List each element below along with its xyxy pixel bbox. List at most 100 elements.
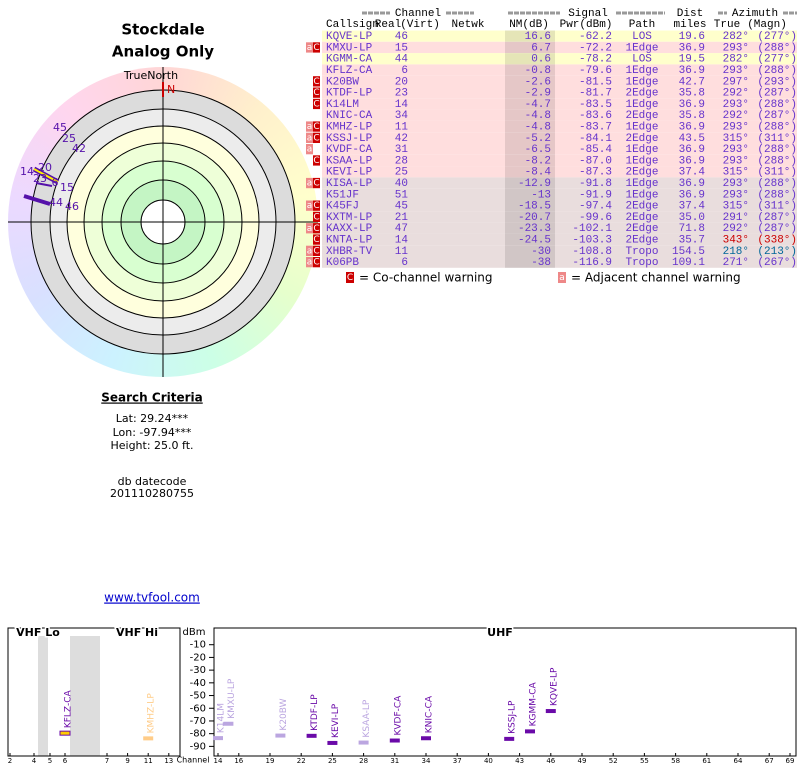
- cell-pwr: -108.8: [572, 246, 612, 258]
- warning-letter: C: [313, 179, 319, 189]
- adjacent-icon: [306, 132, 313, 143]
- cell-true: 293°: [723, 121, 749, 133]
- cell-dist: 154.5: [672, 246, 705, 258]
- cell-callsign: KMXU-LP: [326, 42, 373, 54]
- cell-real: 44: [395, 54, 409, 66]
- cell-true: 282°: [723, 54, 749, 66]
- cell-nm: -2.9: [525, 88, 551, 100]
- cell-nm: -4.8: [525, 121, 551, 133]
- cell-real: 46: [395, 31, 408, 43]
- co-channel-icon: [313, 211, 320, 223]
- x-tick-label: 58: [671, 757, 680, 765]
- nm-cell-shade: [505, 98, 555, 110]
- cell-true: 293°: [723, 65, 749, 77]
- site-link[interactable]: www.tvfool.com: [104, 591, 200, 605]
- y-tick-label: -10: [190, 640, 206, 651]
- legend-text: = Adjacent channel warning: [571, 271, 741, 285]
- cell-nm: -24.5: [518, 234, 551, 246]
- row-background: [322, 222, 797, 234]
- cell-real: 21: [395, 212, 409, 224]
- cell-callsign: K51JF: [326, 189, 359, 201]
- x-tick-label: 2: [8, 757, 12, 765]
- warning-letter: C: [313, 246, 319, 256]
- cell-dist: 36.9: [679, 65, 705, 77]
- cell-nm: -4.7: [525, 99, 551, 111]
- cell-callsign: KEVI-LP: [326, 167, 373, 179]
- nm-cell-shade: [505, 75, 555, 87]
- station-direction: [33, 168, 59, 183]
- row-background: [322, 166, 797, 178]
- cell-pwr: -83.5: [579, 99, 612, 111]
- cell-magn: (287°): [757, 110, 797, 122]
- cell-pwr: -83.7: [579, 121, 612, 133]
- adjacent-icon: [306, 245, 313, 256]
- cell-true: 293°: [723, 189, 749, 201]
- gap-band: [38, 636, 48, 756]
- north-label: TrueNorth: [123, 69, 178, 82]
- station-marker: [306, 733, 317, 738]
- channel-label: 42: [72, 142, 86, 155]
- y-tick-label: -30: [190, 665, 206, 676]
- nm-cell-shade: [505, 166, 555, 178]
- x-axis-label: Channel: [177, 756, 210, 765]
- search-lat: Lat: 29.24***: [116, 412, 189, 425]
- legend-icon: [346, 272, 354, 283]
- x-tick-label: 14: [214, 757, 223, 765]
- warning-letter: C: [313, 122, 319, 132]
- cell-true: 282°: [723, 31, 749, 43]
- x-tick-label: 37: [453, 757, 462, 765]
- cell-pwr: -78.2: [579, 54, 612, 66]
- cell-real: 23: [395, 88, 408, 100]
- cell-path: 2Edge: [625, 201, 658, 213]
- cell-path: 1Edge: [625, 76, 658, 88]
- channel-label: 23: [33, 172, 47, 185]
- column-header: Pwr(dBm): [560, 19, 613, 31]
- column-header: Netwk: [451, 19, 484, 31]
- cell-callsign: KAXX-LP: [326, 223, 373, 235]
- cell-magn: (287°): [757, 212, 797, 224]
- warning-letter: a: [307, 246, 313, 256]
- cell-path: 1Edge: [625, 189, 658, 201]
- nm-cell-shade: [505, 109, 555, 121]
- x-tick-label: 64: [734, 757, 743, 765]
- search-height: Height: 25.0 ft.: [110, 439, 193, 452]
- column-header: NM(dB): [509, 19, 549, 31]
- warning-letter: C: [313, 235, 319, 245]
- row-background: [322, 132, 797, 144]
- cell-real: 34: [395, 110, 409, 122]
- legend-icon: [558, 272, 566, 283]
- cell-magn: (293°): [757, 76, 797, 88]
- channel-label: 20: [38, 161, 52, 174]
- cell-dist: 35.7: [679, 234, 705, 246]
- cell-true: 343°: [723, 234, 749, 246]
- x-tick-label: 49: [578, 757, 587, 765]
- cell-callsign: KNIC-CA: [326, 110, 373, 122]
- cell-magn: (287°): [757, 223, 797, 235]
- station-direction: [23, 194, 51, 206]
- cell-true: 218°: [723, 246, 749, 258]
- adjacent-icon: [306, 42, 313, 53]
- cell-pwr: -81.7: [579, 88, 612, 100]
- nm-cell-shade: [505, 256, 555, 268]
- cell-real: 42: [395, 133, 408, 145]
- station-label: KSAA-LP: [362, 699, 372, 737]
- cell-path: 1Edge: [625, 42, 658, 54]
- legend-text: = Co-channel warning: [359, 271, 493, 285]
- cell-pwr: -84.1: [579, 133, 612, 145]
- cell-pwr: -83.6: [579, 110, 612, 122]
- cell-real: 14: [395, 99, 409, 111]
- cell-dist: 42.7: [679, 76, 705, 88]
- station-marker: [143, 736, 154, 741]
- cell-path: 2Edge: [625, 167, 658, 179]
- warning-letter: C: [313, 224, 319, 234]
- cell-nm: 6.7: [531, 42, 551, 54]
- row-background: [322, 256, 797, 268]
- datecode-label: db datecode: [118, 475, 187, 488]
- row-background: [322, 30, 797, 42]
- cell-path: 2Edge: [625, 110, 658, 122]
- cell-dist: 35.8: [679, 88, 705, 100]
- x-tick-label: 16: [234, 757, 243, 765]
- station-label: KNIC-CA: [425, 695, 435, 733]
- cell-pwr: -102.1: [572, 223, 612, 235]
- x-tick-label: 34: [422, 757, 431, 765]
